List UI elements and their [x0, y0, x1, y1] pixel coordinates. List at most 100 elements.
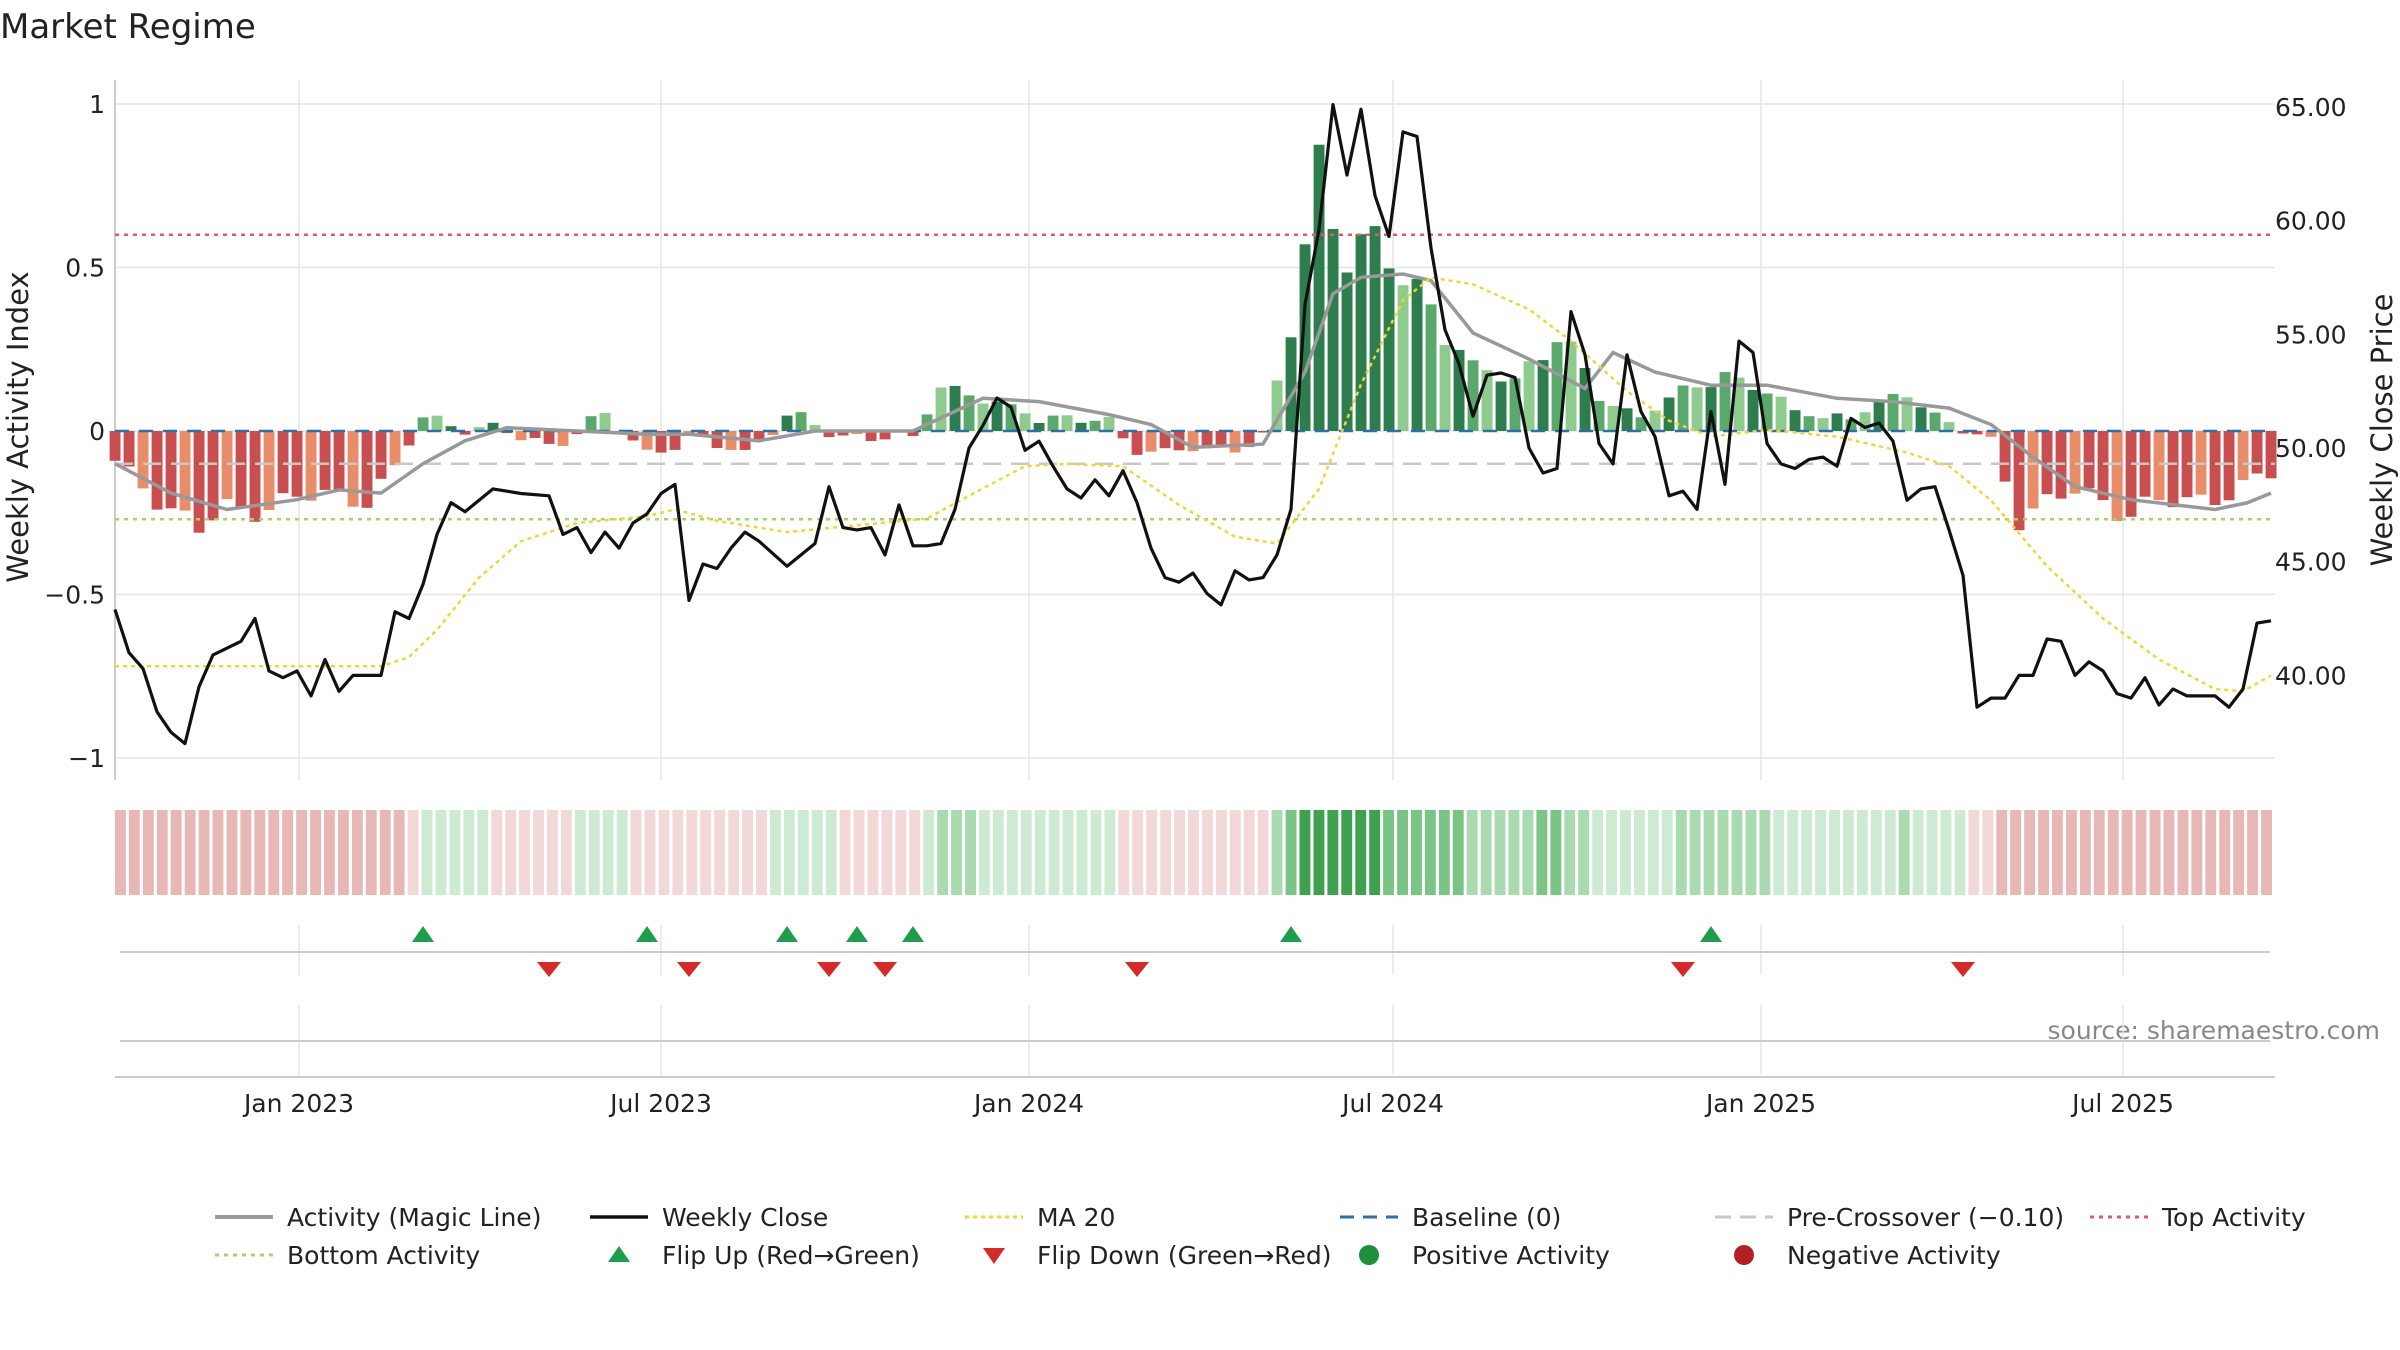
regime-cell — [2052, 810, 2063, 895]
regime-cell — [602, 810, 614, 895]
activity-bar — [1859, 412, 1871, 431]
activity-bar — [375, 431, 387, 479]
regime-cell — [254, 810, 266, 895]
regime-cell — [2191, 810, 2203, 895]
regime-cell — [1606, 810, 1617, 895]
right-axis-label: Weekly Close Price — [2365, 294, 2399, 567]
regime-cell — [630, 810, 642, 895]
regime-cell — [338, 810, 349, 895]
activity-bar — [1313, 144, 1325, 431]
activity-bar — [1075, 422, 1087, 431]
regime-cell — [1480, 810, 1492, 895]
legend-label: Flip Down (Green→Red) — [1037, 1240, 1332, 1270]
regime-cell — [128, 810, 140, 895]
activity-bar — [1257, 431, 1269, 433]
right-tick-label: 45.00 — [2275, 548, 2347, 577]
left-axis-label: Weekly Activity Index — [1, 271, 35, 582]
right-tick-label: 65.00 — [2275, 93, 2347, 122]
activity-bar — [1663, 397, 1675, 431]
regime-cell — [714, 810, 726, 895]
regime-cell — [1188, 810, 1199, 895]
dotted-green-line — [215, 1241, 273, 1269]
activity-bar — [445, 426, 457, 431]
right-tick-label: 40.00 — [2275, 661, 2347, 690]
regime-cell — [2149, 810, 2161, 895]
activity-bar — [249, 431, 261, 522]
activity-bar — [795, 412, 807, 431]
regime-cell — [1215, 810, 1227, 895]
activity-bar — [2167, 431, 2179, 508]
regime-cell — [2066, 810, 2077, 895]
activity-bar — [2097, 431, 2109, 501]
flip-up-marker — [846, 926, 868, 942]
activity-bar — [2027, 431, 2039, 509]
regime-cell — [324, 810, 335, 895]
regime-cell — [867, 810, 879, 895]
regime-cell — [1202, 810, 1213, 895]
flip-up-marker — [412, 926, 434, 942]
activity-bar — [1607, 406, 1619, 431]
activity-bar — [1999, 431, 2011, 482]
activity-bar — [1719, 372, 1731, 431]
regime-cell — [1829, 810, 1840, 895]
activity-bar — [837, 431, 849, 436]
activity-bar — [1593, 401, 1605, 431]
activity-bar — [1747, 390, 1759, 431]
regime-cell — [1020, 810, 1032, 895]
regime-cell — [1787, 810, 1799, 895]
regime-cell — [881, 810, 893, 895]
activity-bar — [949, 386, 961, 431]
activity-bar — [711, 431, 723, 448]
regime-cell — [1592, 810, 1604, 895]
regime-cell — [1466, 810, 1478, 895]
regime-cell — [1661, 810, 1673, 895]
regime-cell — [742, 810, 753, 895]
solid-gray-line — [215, 1203, 273, 1231]
regime-cell — [1285, 810, 1297, 895]
regime-cell — [2121, 810, 2133, 895]
activity-bar — [1901, 397, 1913, 431]
regime-cell — [616, 810, 628, 895]
activity-bar — [1579, 368, 1591, 431]
flip-down-marker — [873, 962, 897, 977]
regime-cell — [1745, 810, 1757, 895]
legend-item: Activity (Magic Line) — [215, 1203, 590, 1232]
regime-cell — [1174, 810, 1185, 895]
regime-cell — [909, 810, 921, 895]
activity-bar — [1411, 278, 1423, 431]
activity-bar — [1761, 393, 1773, 431]
regime-cell — [686, 810, 698, 895]
activity-bar — [823, 431, 835, 438]
activity-bar — [417, 417, 429, 431]
regime-cell — [393, 810, 405, 895]
regime-cell — [825, 810, 837, 895]
activity-bar — [1397, 285, 1409, 431]
activity-bar — [1705, 387, 1717, 431]
legend-label: Bottom Activity — [287, 1240, 481, 1270]
regime-cell — [1034, 810, 1046, 895]
activity-bar — [669, 431, 681, 450]
regime-cell — [1884, 810, 1896, 895]
regime-cell — [547, 810, 558, 895]
activity-bar — [697, 431, 709, 435]
activity-bar — [389, 431, 401, 466]
activity-bar — [907, 431, 919, 436]
regime-cell — [574, 810, 586, 895]
activity-bar — [1929, 412, 1941, 431]
activity-bar — [1061, 415, 1073, 431]
activity-bar — [1971, 431, 1983, 435]
activity-bar — [557, 431, 569, 446]
activity-bar — [235, 431, 247, 508]
regime-cell — [282, 810, 294, 895]
regime-cell — [1006, 810, 1018, 895]
regime-cell — [1870, 810, 1882, 895]
regime-cell — [1982, 810, 1994, 895]
regime-cell — [1299, 810, 1311, 895]
activity-bar — [1467, 360, 1479, 431]
regime-cell — [937, 810, 949, 895]
activity-bar — [305, 431, 317, 501]
regime-cell — [797, 810, 809, 895]
activity-bar — [1005, 404, 1017, 431]
regime-cell — [1452, 810, 1464, 895]
regime-cell — [491, 810, 503, 895]
